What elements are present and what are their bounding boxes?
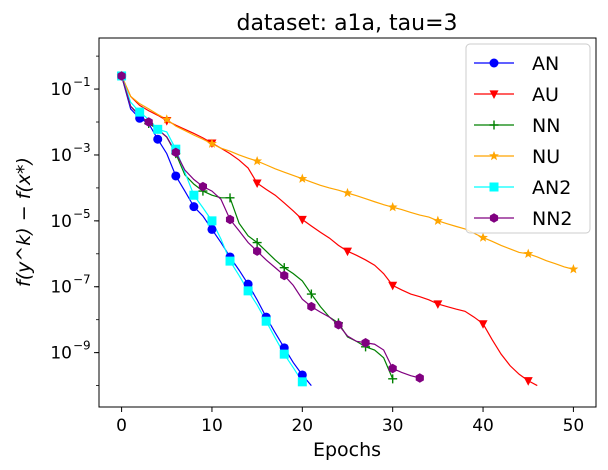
legend-marker-nn xyxy=(489,120,499,130)
data-point-au xyxy=(478,320,488,329)
data-point-nn xyxy=(388,374,398,384)
x-axis-label: Epochs xyxy=(313,439,381,461)
data-point-an2 xyxy=(135,107,145,117)
data-point-an xyxy=(153,134,163,144)
data-point-nu xyxy=(342,187,353,198)
data-point-nu xyxy=(161,114,172,124)
data-point-nn2 xyxy=(171,147,180,158)
data-point-nn xyxy=(225,193,235,203)
data-point-nn xyxy=(279,263,289,273)
y-tick-exponent: −1 xyxy=(73,75,91,89)
legend-label-nn: NN xyxy=(532,115,560,137)
data-point-an xyxy=(171,171,181,181)
data-point-nn2 xyxy=(361,338,370,348)
plot-area xyxy=(98,37,597,408)
data-point-an xyxy=(297,370,307,380)
legend-label-au: AU xyxy=(532,84,559,106)
x-tick-label: 40 xyxy=(472,416,494,436)
data-point-nu xyxy=(523,248,534,258)
data-point-au xyxy=(388,281,398,291)
x-tick-label: 0 xyxy=(116,416,127,436)
data-point-nn2 xyxy=(198,181,208,192)
x-tick-label: 50 xyxy=(563,416,585,436)
y-tick-label: 10 xyxy=(50,146,72,166)
data-point-an2 xyxy=(207,216,217,226)
series-markers xyxy=(116,70,579,387)
data-point-au xyxy=(252,179,262,189)
data-point-nu xyxy=(478,232,488,242)
legend-label-an2: AN2 xyxy=(532,177,571,199)
data-point-nn2 xyxy=(117,71,126,81)
legend-label-an: AN xyxy=(532,53,559,75)
data-point-an2 xyxy=(189,190,199,200)
legend-marker-au xyxy=(489,90,499,99)
data-point-an2 xyxy=(279,349,289,359)
data-point-nn2 xyxy=(388,363,397,374)
series-line-an xyxy=(121,75,312,386)
series-line-nn xyxy=(121,75,394,380)
data-point-nn2 xyxy=(253,246,262,256)
y-axis-label: f(y^k) − f(x*) xyxy=(13,157,35,287)
chart-legend: AN AU NN NU AN2 NN2 xyxy=(465,43,591,234)
data-point-au xyxy=(343,247,352,257)
series-line-au xyxy=(121,75,538,387)
data-point-an2 xyxy=(261,316,271,326)
chart-title: dataset: a1a, tau=3 xyxy=(236,11,457,36)
legend-label-nn2: NN2 xyxy=(532,208,573,230)
data-point-au xyxy=(523,377,533,386)
y-tick-exponent: −5 xyxy=(73,207,91,221)
x-tick-label: 20 xyxy=(291,416,313,436)
data-point-nu xyxy=(432,215,443,226)
data-point-nn2 xyxy=(334,320,343,330)
data-point-an2 xyxy=(243,286,253,296)
legend-marker-nu xyxy=(489,150,499,161)
data-point-nu xyxy=(252,155,263,166)
data-point-au xyxy=(433,300,443,309)
legend-marker-an2 xyxy=(489,182,499,192)
y-tick-label: 10 xyxy=(50,212,72,232)
data-point-au xyxy=(297,215,307,225)
data-point-nn2 xyxy=(307,301,316,312)
series-line-nn2 xyxy=(121,75,420,379)
y-tick-exponent: −7 xyxy=(73,273,91,287)
data-point-nn2 xyxy=(225,214,235,225)
legend-marker-nn2 xyxy=(489,213,499,223)
data-point-an xyxy=(189,202,199,212)
data-point-nn2 xyxy=(144,117,153,127)
legend-marker-an xyxy=(489,58,499,68)
data-point-nn xyxy=(252,238,262,248)
data-point-nu xyxy=(297,173,308,183)
data-point-nu xyxy=(207,138,217,148)
y-tick-exponent: −3 xyxy=(73,141,91,155)
data-point-nn2 xyxy=(415,373,424,383)
y-tick-label: 10 xyxy=(50,278,72,298)
y-tick-label: 10 xyxy=(50,344,72,364)
data-point-nn xyxy=(306,289,316,299)
legend-label-nu: NU xyxy=(532,146,560,168)
data-point-an2 xyxy=(225,256,235,266)
x-tick-label: 10 xyxy=(201,416,223,436)
data-point-an2 xyxy=(297,377,307,387)
y-tick-label: 10 xyxy=(50,80,72,100)
y-tick-exponent: −9 xyxy=(73,339,91,353)
x-tick-label: 30 xyxy=(382,416,404,436)
data-point-nu xyxy=(387,202,398,212)
data-point-an2 xyxy=(153,124,163,134)
data-point-an xyxy=(207,224,217,234)
data-point-nn2 xyxy=(280,270,289,281)
data-point-nu xyxy=(568,264,579,274)
